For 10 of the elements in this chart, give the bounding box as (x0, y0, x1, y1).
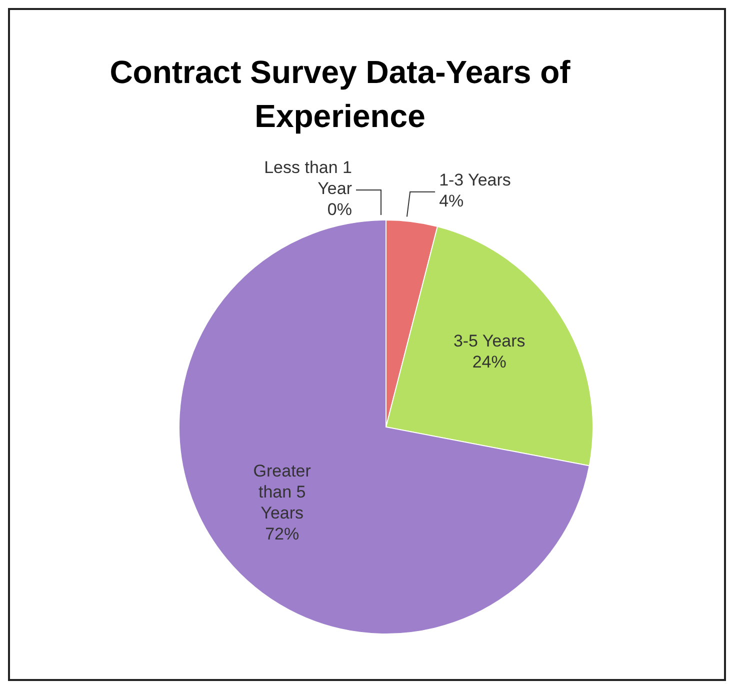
slice-label: Greater than 5 Years (253, 462, 312, 523)
data-label: 72% (265, 524, 300, 544)
text: 0% (327, 200, 352, 220)
slice-label: 3-5 Years (453, 332, 526, 352)
slice-label: 1-3 Years (439, 170, 511, 190)
data-label: 4% (439, 192, 464, 211)
data-label: 24% (472, 353, 506, 372)
chart-title: Contract Survey Data-Years of Experience (108, 53, 572, 136)
pie-slice (178, 220, 590, 634)
category-label: Less than 1 Year (264, 158, 352, 198)
